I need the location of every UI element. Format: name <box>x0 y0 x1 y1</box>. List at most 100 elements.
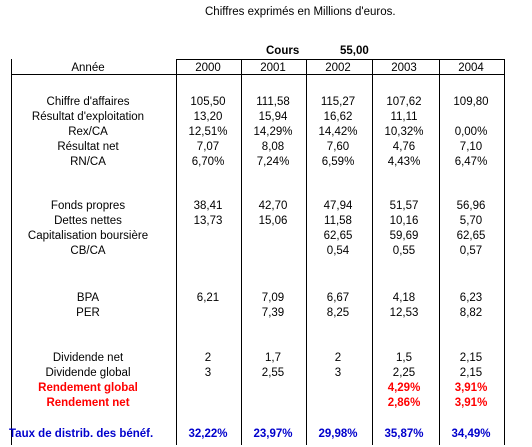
row-value: 38,41 <box>193 200 223 212</box>
row-value: 13,73 <box>193 215 223 227</box>
row-value: 15,06 <box>258 215 288 227</box>
row-value: 6,47% <box>454 156 488 168</box>
row-value: 16,62 <box>323 111 353 123</box>
row-value: 6,23 <box>459 292 483 304</box>
row-label: Chiffre d'affaires <box>46 96 130 108</box>
row-value: 7,09 <box>261 292 285 304</box>
row-value: 7,39 <box>261 307 285 319</box>
row-value: 6,70% <box>191 156 225 168</box>
row-value: 0,55 <box>392 245 416 257</box>
cours-value: 55,00 <box>340 45 369 57</box>
row-value: 7,24% <box>256 156 290 168</box>
row-value: 4,18 <box>392 292 416 304</box>
row-label: PER <box>76 307 100 319</box>
row-value: 3 <box>204 367 212 379</box>
row-value: 29,98% <box>318 428 358 440</box>
header-year: 2000 <box>195 62 221 74</box>
units-note: Chiffres exprimés en Millions d'euros. <box>205 6 396 18</box>
row-value: 5,70 <box>459 215 483 227</box>
row-label: Résultat net <box>57 141 119 153</box>
row-value: 32,22% <box>188 428 228 440</box>
row-value: 12,53 <box>389 307 419 319</box>
row-value: 51,57 <box>389 200 419 212</box>
grid-vline <box>176 59 177 445</box>
grid-vline <box>241 59 242 445</box>
grid-vline <box>306 59 307 445</box>
row-value: 14,29% <box>253 126 293 138</box>
row-value: 15,94 <box>258 111 288 123</box>
row-value: 8,08 <box>261 141 285 153</box>
row-value: 3,91% <box>454 382 488 394</box>
row-value: 107,62 <box>386 96 422 108</box>
row-value: 13,20 <box>193 111 223 123</box>
row-value: 1,7 <box>265 352 281 364</box>
header-label: Année <box>71 62 105 74</box>
row-label: Dividende global <box>45 367 131 379</box>
header-year: 2002 <box>325 62 351 74</box>
row-label: Rendement net <box>46 397 130 409</box>
grid-hline-top <box>176 59 505 60</box>
row-value: 4,43% <box>387 156 421 168</box>
row-value: 3,91% <box>454 397 488 409</box>
row-value: 2,15 <box>459 352 483 364</box>
row-value: 11,11 <box>390 111 418 123</box>
row-value: 47,94 <box>323 200 353 212</box>
row-value: 4,76 <box>392 141 416 153</box>
row-value: 111,58 <box>256 96 290 108</box>
cours-label: Cours <box>266 45 300 57</box>
row-value: 10,16 <box>389 215 419 227</box>
row-label: Rendement global <box>38 382 138 394</box>
row-label: CB/CA <box>70 245 106 257</box>
row-value: 2,25 <box>392 367 416 379</box>
row-value: 7,07 <box>196 141 220 153</box>
grid-vline <box>11 59 12 445</box>
row-label: Capitalisation boursière <box>27 230 149 242</box>
grid-vline <box>372 59 373 445</box>
row-value: 3 <box>334 367 342 379</box>
row-value: 2,55 <box>261 367 285 379</box>
row-label: Taux de distrib. des bénéf. <box>9 428 154 440</box>
row-value: 12,51% <box>188 126 228 138</box>
header-year: 2004 <box>458 62 484 74</box>
row-value: 2 <box>334 352 342 364</box>
row-label: Dettes nettes <box>54 215 122 227</box>
row-value: 0,57 <box>459 245 483 257</box>
row-value: 42,70 <box>258 200 288 212</box>
row-value: 109,80 <box>453 96 489 108</box>
row-value: 62,65 <box>456 230 486 242</box>
row-value: 2,86% <box>387 397 421 409</box>
row-value: 0,00% <box>454 126 488 138</box>
row-value: 14,42% <box>318 126 358 138</box>
header-year: 2001 <box>260 62 286 74</box>
row-value: 7,60 <box>326 141 350 153</box>
header-year: 2003 <box>391 62 417 74</box>
row-label: Dividende net <box>52 352 124 364</box>
row-value: 10,32% <box>384 126 424 138</box>
row-value: 2,15 <box>459 367 483 379</box>
grid-vline <box>504 59 505 445</box>
row-value: 8,25 <box>326 307 350 319</box>
row-label: Rex/CA <box>68 126 108 138</box>
row-value: 35,87% <box>384 428 424 440</box>
row-value: 7,10 <box>459 141 483 153</box>
row-value: 8,82 <box>459 307 483 319</box>
row-value: 11,58 <box>324 215 352 227</box>
row-value: 34,49% <box>451 428 491 440</box>
row-value: 4,29% <box>387 382 421 394</box>
row-label: Fonds propres <box>50 200 126 212</box>
grid-hline <box>11 74 505 75</box>
row-label: RN/CA <box>70 156 106 168</box>
row-value: 6,67 <box>326 292 350 304</box>
row-value: 62,65 <box>323 230 353 242</box>
row-value: 0,54 <box>326 245 350 257</box>
row-value: 6,59% <box>321 156 355 168</box>
row-value: 115,27 <box>320 96 356 108</box>
row-value: 2 <box>204 352 212 364</box>
row-label: Résultat d'exploitation <box>31 111 145 123</box>
row-label: BPA <box>76 292 100 304</box>
row-value: 1,5 <box>396 352 412 364</box>
row-value: 23,97% <box>253 428 293 440</box>
grid-vline <box>439 59 440 445</box>
row-value: 105,50 <box>190 96 226 108</box>
row-value: 59,69 <box>389 230 419 242</box>
